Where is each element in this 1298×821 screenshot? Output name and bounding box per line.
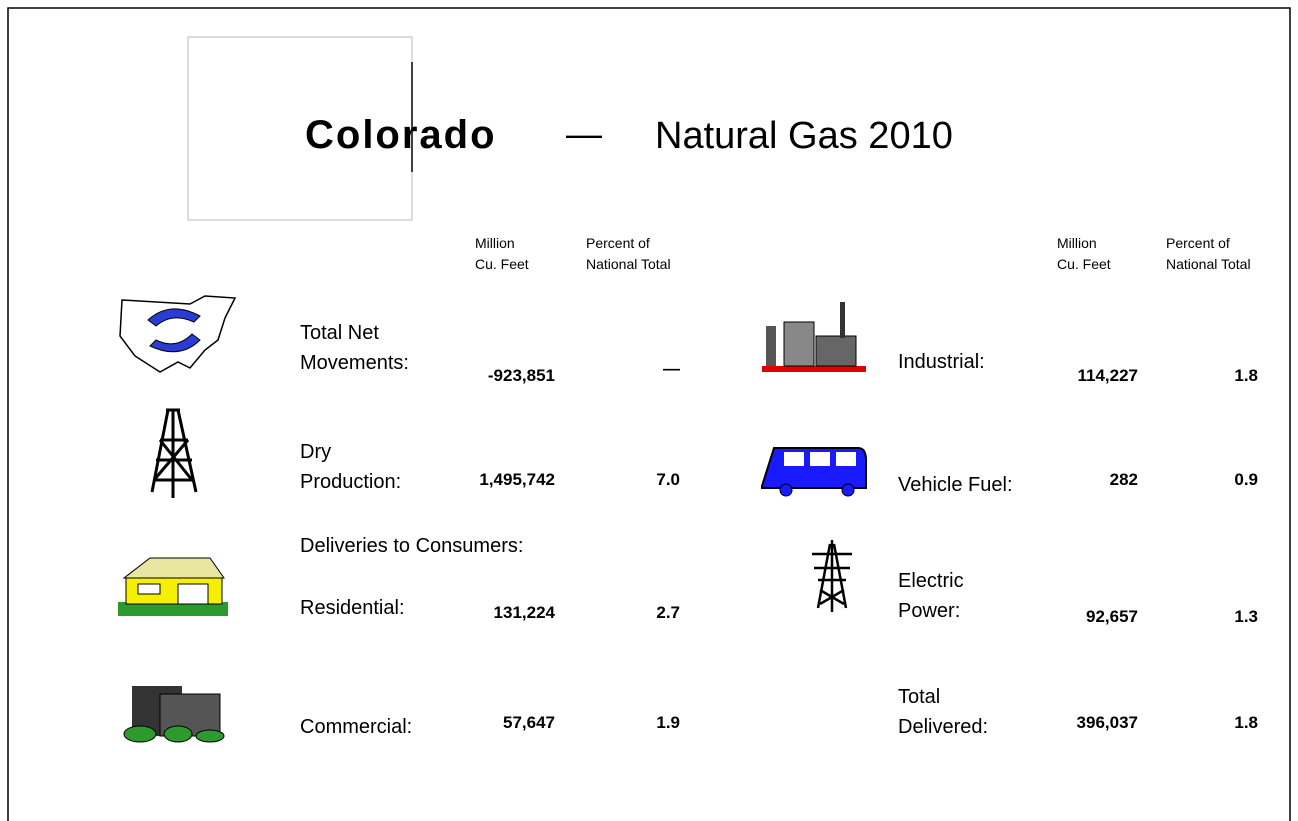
row-volume: 114,227 [1077,366,1138,385]
column-header: Percent of [1166,235,1230,251]
row-percent: 0.9 [1234,470,1258,489]
arrow-icon [147,308,201,327]
us-map-icon [119,295,237,373]
row-volume: 92,657 [1086,607,1138,626]
row-volume: 282 [1110,470,1138,489]
wheel-icon [779,483,793,497]
van-window-icon [784,452,804,466]
row-percent: 1.8 [1234,713,1258,732]
row-label: Dry [300,441,331,463]
section-label: Deliveries to Consumers: [300,535,523,557]
derrick-icon [150,408,198,498]
row-label: Residential: [300,597,405,619]
column-header: Cu. Feet [1057,256,1111,272]
row-label: Total Net [300,322,379,344]
row-label: Industrial: [898,351,985,373]
title-state: Colorado [305,113,497,157]
column-header: Cu. Feet [475,256,529,272]
row-volume: 131,224 [494,603,556,622]
row-volume: 396,037 [1077,713,1138,732]
van-window-icon [836,452,856,466]
row-percent: 7.0 [656,470,680,489]
factory-base-icon [762,366,866,372]
row-label: Production: [300,471,401,493]
bush-icon [123,725,157,743]
row-volume: -923,851 [488,366,555,385]
frame [7,7,1291,821]
row-label: Total [898,686,940,708]
column-header: Percent of [586,235,650,251]
title-subtitle: Natural Gas 2010 [655,115,953,157]
wheel-icon [841,483,855,497]
row-label: Power: [898,600,960,622]
row-percent: 1.3 [1234,607,1258,626]
column-header: National Total [586,256,671,272]
row-label: Commercial: [300,716,412,738]
row-label: Vehicle Fuel: [898,474,1013,496]
pylon-icon [812,540,852,612]
lawn-icon [118,602,228,616]
bush-icon [195,729,225,743]
row-percent: 2.7 [656,603,680,622]
tower-icon [766,326,776,366]
factory-icon [815,335,857,367]
factory-icon [783,321,815,367]
row-percent: 1.8 [1234,366,1258,385]
title-dash: — [566,113,602,154]
chimney-icon [840,302,845,338]
row-percent: — [663,359,680,378]
column-header: National Total [1166,256,1251,272]
van-window-icon [810,452,830,466]
row-label: Movements: [300,352,409,374]
garage-icon [177,583,209,605]
row-label: Delivered: [898,716,988,738]
bush-icon [163,725,193,743]
arrow-icon [149,333,201,353]
row-volume: 1,495,742 [479,470,555,489]
icons [118,295,867,743]
column-header: Million [475,235,515,251]
window-icon [137,583,161,595]
row-percent: 1.9 [656,713,680,732]
row-label: Electric [898,570,964,592]
row-volume: 57,647 [503,713,555,732]
column-header: Million [1057,235,1097,251]
